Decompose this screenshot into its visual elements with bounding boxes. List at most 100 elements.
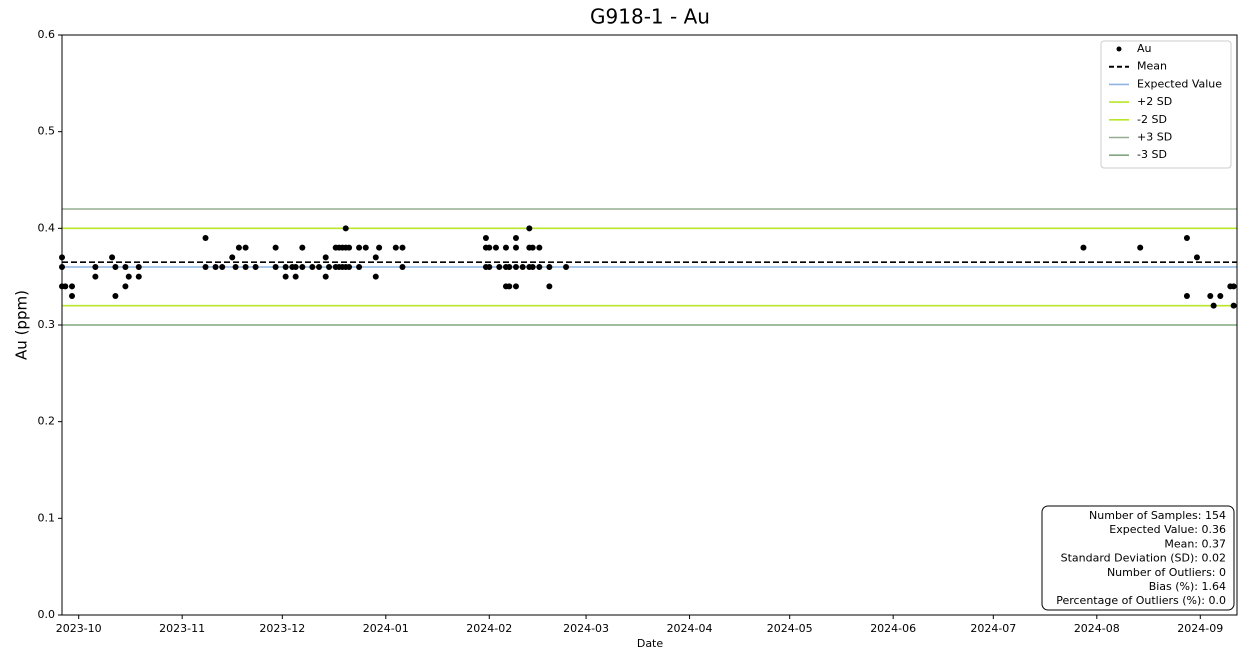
data-point xyxy=(92,273,99,280)
y-tick-label: 0.4 xyxy=(38,221,56,234)
stats-text: Expected Value: 0.36 xyxy=(1109,523,1226,536)
data-point xyxy=(342,225,349,232)
x-axis-label: Date xyxy=(637,637,664,650)
stats-box xyxy=(1041,505,1235,611)
x-tick-label: 2024-07 xyxy=(970,622,1016,635)
data-point xyxy=(1210,302,1217,309)
data-point xyxy=(502,244,509,251)
stats-text: Number of Outliers: 0 xyxy=(1107,566,1226,579)
legend-label: -3 SD xyxy=(1137,148,1167,161)
data-point xyxy=(1193,254,1200,261)
data-point xyxy=(399,264,406,270)
data-point xyxy=(69,293,76,299)
chart-title: G918-1 - Au xyxy=(590,5,710,29)
x-tick-label: 2024-05 xyxy=(767,622,813,635)
data-point xyxy=(316,264,323,270)
legend-label: +3 SD xyxy=(1137,131,1172,144)
data-point xyxy=(282,273,289,280)
data-point xyxy=(346,264,353,270)
data-point xyxy=(1183,293,1190,299)
data-point xyxy=(356,264,363,270)
data-point xyxy=(536,244,543,251)
y-tick-label: 0.2 xyxy=(38,415,56,428)
data-point xyxy=(1230,283,1237,290)
legend-label: Mean xyxy=(1137,60,1167,73)
data-point xyxy=(529,264,536,270)
data-point xyxy=(229,254,236,261)
data-point xyxy=(372,254,379,261)
data-point xyxy=(112,293,119,299)
data-point xyxy=(546,283,553,290)
data-point xyxy=(392,244,399,251)
data-point xyxy=(235,244,242,251)
data-point xyxy=(512,283,519,290)
data-point xyxy=(322,273,329,280)
data-point xyxy=(399,244,406,251)
data-point xyxy=(272,244,279,251)
data-point xyxy=(326,264,333,270)
data-point xyxy=(122,264,129,270)
stats-text: Standard Deviation (SD): 0.02 xyxy=(1061,552,1226,565)
data-point xyxy=(292,264,299,270)
data-point xyxy=(282,264,289,270)
y-tick-label: 0.5 xyxy=(38,125,56,138)
x-tick-label: 2024-01 xyxy=(363,622,409,635)
data-point xyxy=(563,264,570,270)
y-axis-label: Au (ppm) xyxy=(13,290,31,360)
x-tick-label: 2023-12 xyxy=(259,622,305,635)
stats-text: Bias (%): 1.64 xyxy=(1149,580,1226,593)
data-point xyxy=(309,264,316,270)
data-point xyxy=(62,283,69,290)
data-point xyxy=(512,244,519,251)
legend-label: +2 SD xyxy=(1137,95,1172,108)
legend-label: -2 SD xyxy=(1137,113,1167,126)
data-point xyxy=(299,264,306,270)
data-point xyxy=(299,244,306,251)
y-tick-label: 0.3 xyxy=(38,318,56,331)
data-point xyxy=(486,244,493,251)
data-point xyxy=(242,264,249,270)
stats-text: Mean: 0.37 xyxy=(1164,537,1226,550)
data-point xyxy=(346,244,353,251)
stats-text: Number of Samples: 154 xyxy=(1089,509,1226,522)
data-point xyxy=(1080,244,1087,251)
data-point xyxy=(1217,293,1224,299)
legend-label: Au xyxy=(1137,42,1152,55)
data-point xyxy=(242,244,249,251)
data-point xyxy=(202,235,209,241)
data-point xyxy=(519,264,526,270)
stats-text: Percentage of Outliers (%): 0.0 xyxy=(1056,594,1226,607)
x-tick-label: 2024-09 xyxy=(1177,622,1223,635)
data-point xyxy=(322,254,329,261)
data-point xyxy=(92,264,99,270)
data-point xyxy=(125,273,132,280)
data-point xyxy=(546,264,553,270)
data-point xyxy=(232,264,239,270)
plot-frame xyxy=(61,34,1238,616)
data-point xyxy=(272,264,279,270)
data-point xyxy=(252,264,259,270)
data-point xyxy=(526,225,533,232)
data-point xyxy=(219,264,226,270)
y-tick-label: 0.6 xyxy=(38,28,56,41)
legend-marker xyxy=(1116,46,1122,52)
x-tick-label: 2023-10 xyxy=(56,622,102,635)
data-point xyxy=(512,264,519,270)
y-tick-label: 0.0 xyxy=(38,608,56,621)
data-point xyxy=(1137,244,1144,251)
data-point xyxy=(529,244,536,251)
data-point xyxy=(492,244,499,251)
x-tick-label: 2024-08 xyxy=(1074,622,1120,635)
data-point xyxy=(506,283,513,290)
data-point xyxy=(112,264,119,270)
legend-box xyxy=(1100,40,1232,169)
x-tick-label: 2023-11 xyxy=(159,622,205,635)
y-tick-label: 0.1 xyxy=(38,511,56,524)
data-point xyxy=(506,264,513,270)
x-tick-label: 2024-06 xyxy=(870,622,916,635)
data-point xyxy=(212,264,219,270)
data-point xyxy=(135,273,142,280)
data-point xyxy=(356,244,363,251)
data-point xyxy=(69,283,76,290)
